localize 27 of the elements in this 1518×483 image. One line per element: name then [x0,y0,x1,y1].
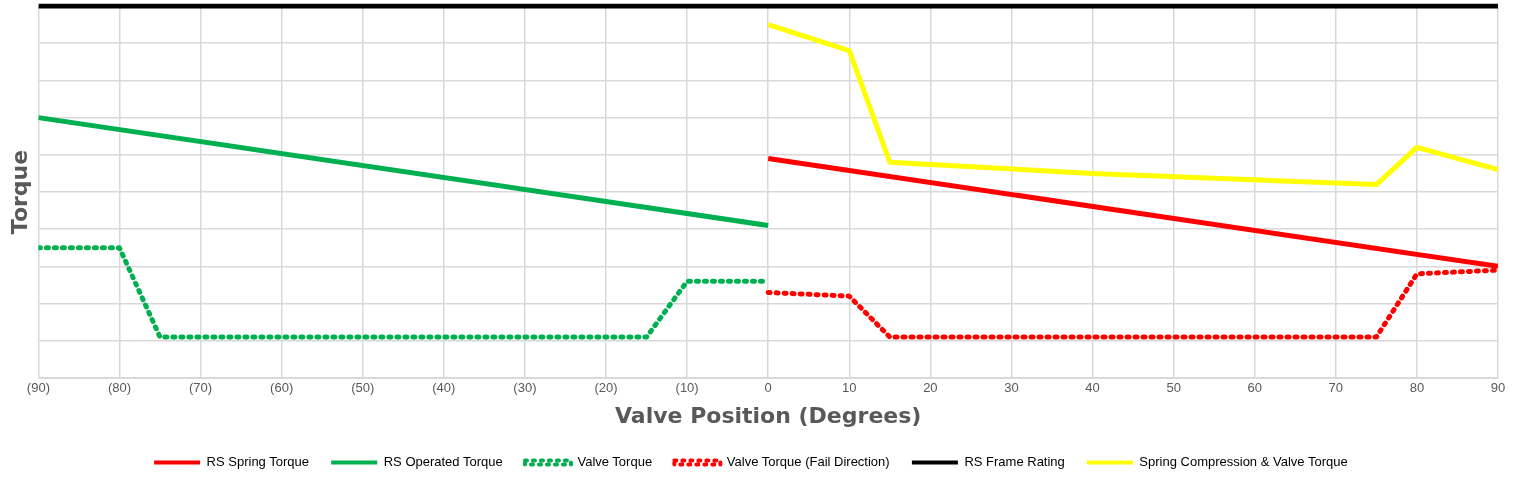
x-tick-label: 40 [1085,380,1100,396]
legend-label: RS Spring Torque [206,454,309,470]
legend-label: Valve Torque [577,454,653,470]
legend-label: Valve Torque (Fail Direction) [726,454,890,470]
x-tick-label: (50) [351,380,375,396]
y-axis-title: Torque [6,149,32,235]
x-tick-label: 50 [1166,380,1181,396]
x-tick-label: (30) [513,380,537,396]
x-tick-label: 30 [1004,380,1019,396]
x-tick-label: (70) [189,380,213,396]
x-tick-label: 80 [1409,380,1425,396]
x-tick-label: (40) [432,380,456,396]
legend-label: Spring Compression & Valve Torque [1139,454,1348,470]
x-tick-label: (60) [270,380,294,396]
x-tick-label: 70 [1328,380,1344,396]
legend-label: RS Operated Torque [383,454,503,470]
x-tick-label: (20) [594,380,618,396]
x-tick-label: (10) [675,380,699,396]
x-tick-label: (80) [107,380,132,396]
x-tick-label: 20 [923,380,938,396]
x-tick-label: 60 [1247,380,1262,396]
x-tick-label: 90 [1490,380,1506,396]
legend-label: RS Frame Rating [964,454,1065,470]
x-tick-label: 10 [842,380,857,396]
x-tick-label: 0 [764,380,772,396]
x-tick-label: (90) [26,380,50,396]
x-axis-title: Valve Position (Degrees) [615,402,922,428]
